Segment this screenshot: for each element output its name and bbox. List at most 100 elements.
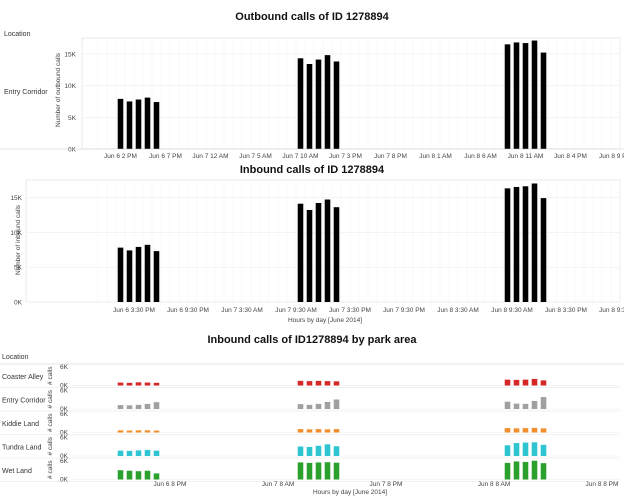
inbound-x-label: Hours by day [June 2014] xyxy=(288,317,362,324)
park-y-label: # calls xyxy=(47,389,54,408)
park-bar xyxy=(315,462,322,480)
inbound-bar xyxy=(324,199,331,302)
park-bar xyxy=(522,403,529,409)
park-bar xyxy=(153,430,160,433)
park-bar xyxy=(324,401,331,409)
park-bar xyxy=(504,401,511,409)
park-bar xyxy=(513,403,520,409)
outbound-x-tick: Jun 6 2 PM xyxy=(104,153,137,160)
park-bar xyxy=(324,381,331,386)
park-bar xyxy=(522,379,529,386)
park-bar xyxy=(333,429,340,433)
park-bar xyxy=(306,446,313,456)
park-row-label: Kiddie Land xyxy=(2,421,39,428)
inbound-y-tick: 5K xyxy=(14,265,23,272)
park-row-label: Entry Corridor xyxy=(2,397,46,404)
inbound-bar xyxy=(333,207,340,302)
park-bar xyxy=(144,403,151,409)
park-y-tick: 6K xyxy=(60,435,69,442)
inbound-bar xyxy=(135,246,142,302)
chart-marks: 0K 5K 10K 15K Jun 6 2 PM Jun 6 7 PM Jun 7 12 A… xyxy=(0,37,624,488)
outbound-row-label: Entry Corridor xyxy=(4,89,48,96)
park-bar xyxy=(531,442,538,456)
inbound-bar xyxy=(126,250,133,302)
park-bar xyxy=(117,405,124,409)
park-x-tick: Jun 7 8 PM xyxy=(370,481,403,488)
park-area-x-label: Hours by day [June 2014] xyxy=(313,489,387,496)
park-bar xyxy=(117,382,124,386)
inbound-bar xyxy=(504,188,511,302)
inbound-bar xyxy=(117,247,124,302)
park-bar xyxy=(315,403,322,409)
park-bar xyxy=(126,382,133,386)
park-bar xyxy=(540,380,547,386)
outbound-bar xyxy=(117,98,124,149)
park-x-tick: Jun 7 8 AM xyxy=(262,481,295,488)
park-y-tick: 0K xyxy=(60,430,69,437)
outbound-plot-frame xyxy=(81,37,621,150)
outbound-x-tick: Jun 7 8 PM xyxy=(374,153,407,160)
park-area-title: Inbound calls of ID1278894 by park area xyxy=(207,334,417,346)
park-bar xyxy=(117,470,124,480)
park-bar xyxy=(135,471,142,480)
park-y-label: # calls xyxy=(47,413,54,432)
park-y-label: # calls xyxy=(47,366,54,385)
park-bar xyxy=(504,445,511,456)
park-bar xyxy=(333,381,340,386)
park-bar xyxy=(153,473,160,480)
park-bar xyxy=(324,429,331,433)
inbound-bar xyxy=(513,186,520,302)
park-bar xyxy=(324,462,331,480)
park-bar xyxy=(297,380,304,386)
inbound-x-tick: Jun 8 9:30 PM xyxy=(599,307,624,314)
outbound-y-tick: 5K xyxy=(68,115,77,122)
park-bar xyxy=(531,378,538,386)
inbound-bar xyxy=(522,186,529,302)
park-bar xyxy=(522,442,529,456)
park-y-tick: 6K xyxy=(60,388,69,395)
outbound-x-tick: Jun 8 6 AM xyxy=(464,153,497,160)
park-row-label: Coaster Alley xyxy=(2,374,44,381)
park-bar xyxy=(540,444,547,456)
outbound-bar xyxy=(306,64,313,149)
outbound-x-tick: Jun 7 5 AM xyxy=(239,153,272,160)
park-bar xyxy=(333,399,340,409)
inbound-bar xyxy=(531,183,538,302)
park-bar xyxy=(504,428,511,433)
park-bar xyxy=(297,462,304,480)
park-bar xyxy=(126,450,133,456)
park-bar xyxy=(117,430,124,433)
inbound-bar xyxy=(306,209,313,302)
park-bar xyxy=(333,446,340,456)
park-bar xyxy=(126,430,133,433)
park-bar xyxy=(135,450,142,456)
inbound-x-tick: Jun 8 9:30 AM xyxy=(491,307,533,314)
park-bar xyxy=(144,449,151,456)
outbound-title: Outbound calls of ID 1278894 xyxy=(235,11,389,23)
park-bar xyxy=(540,428,547,433)
outbound-x-tick: Jun 7 3 PM xyxy=(329,153,362,160)
park-bar xyxy=(117,450,124,456)
park-x-tick: Jun 8 8 PM xyxy=(586,481,619,488)
outbound-row-header: Location xyxy=(4,31,31,38)
park-y-tick: 0K xyxy=(60,383,69,390)
outbound-bar xyxy=(153,102,160,149)
park-y-tick: 6K xyxy=(60,458,69,465)
park-bar xyxy=(513,428,520,433)
outbound-bar xyxy=(324,55,331,149)
outbound-bar xyxy=(531,40,538,150)
park-bar xyxy=(540,397,547,409)
park-bar xyxy=(306,404,313,409)
park-bar xyxy=(324,444,331,456)
outbound-bar xyxy=(126,101,133,149)
park-bar xyxy=(297,429,304,433)
park-bar xyxy=(135,430,142,433)
outbound-y-tick: 10K xyxy=(64,83,76,90)
park-bar xyxy=(531,460,538,480)
park-y-label: # calls xyxy=(47,436,54,455)
park-bar xyxy=(306,462,313,480)
inbound-bar xyxy=(144,244,151,302)
park-y-tick: 6K xyxy=(60,411,69,418)
park-bar xyxy=(531,400,538,409)
